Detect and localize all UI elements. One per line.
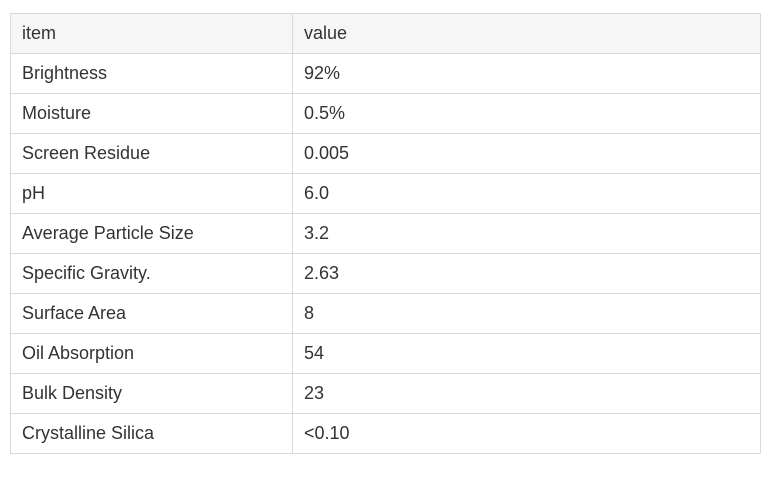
spec-table: item value Brightness 92% Moisture 0.5% … [10,13,761,454]
table-row: Moisture 0.5% [10,93,761,134]
item-cell: Brightness [10,53,293,94]
value-cell: 0.005 [292,133,761,174]
table-row: Crystalline Silica <0.10 [10,413,761,454]
table-row: Surface Area 8 [10,293,761,334]
table-row: Brightness 92% [10,53,761,94]
table-header: item value [10,13,761,54]
item-cell: Crystalline Silica [10,413,293,454]
value-cell: 3.2 [292,213,761,254]
table-row: Bulk Density 23 [10,373,761,414]
table-row: Oil Absorption 54 [10,333,761,374]
table-row: Screen Residue 0.005 [10,133,761,174]
item-cell: Screen Residue [10,133,293,174]
column-header-item: item [10,13,293,54]
value-cell: 92% [292,53,761,94]
table-row: pH 6.0 [10,173,761,214]
value-cell: 6.0 [292,173,761,214]
spec-table-container: item value Brightness 92% Moisture 0.5% … [10,13,761,454]
column-header-value: value [292,13,761,54]
item-cell: pH [10,173,293,214]
value-cell: 54 [292,333,761,374]
value-cell: <0.10 [292,413,761,454]
header-row: item value [10,13,761,54]
table-body: Brightness 92% Moisture 0.5% Screen Resi… [10,53,761,454]
item-cell: Bulk Density [10,373,293,414]
table-row: Average Particle Size 3.2 [10,213,761,254]
value-cell: 8 [292,293,761,334]
item-cell: Specific Gravity. [10,253,293,294]
value-cell: 23 [292,373,761,414]
table-row: Specific Gravity. 2.63 [10,253,761,294]
item-cell: Moisture [10,93,293,134]
item-cell: Oil Absorption [10,333,293,374]
item-cell: Average Particle Size [10,213,293,254]
item-cell: Surface Area [10,293,293,334]
value-cell: 0.5% [292,93,761,134]
value-cell: 2.63 [292,253,761,294]
